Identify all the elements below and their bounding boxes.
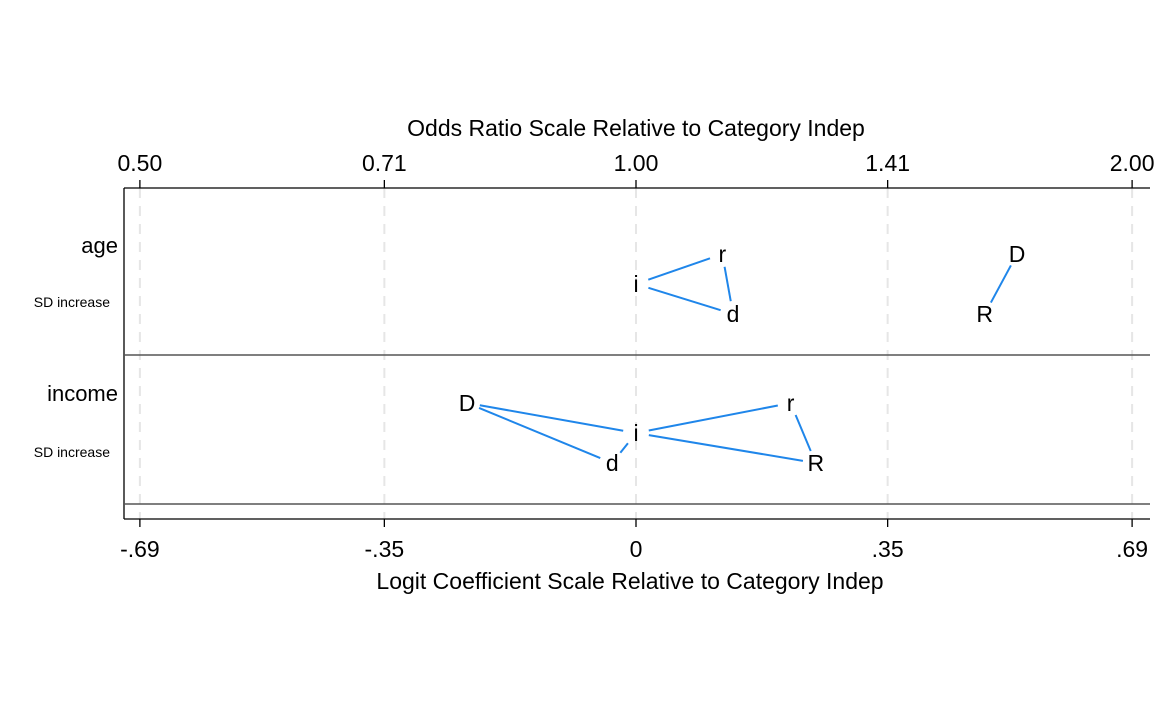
connection-line (990, 264, 1012, 304)
connection-line (723, 266, 732, 302)
point-label: r (787, 390, 795, 416)
variable-sublabel: SD increase (34, 444, 110, 460)
top-tick-label: 1.41 (865, 150, 910, 176)
connection-line (619, 442, 629, 454)
point-label: i (633, 271, 638, 297)
top-axis-title: Odds Ratio Scale Relative to Category In… (407, 115, 865, 141)
point-label: d (727, 301, 740, 327)
plot-frame (123, 187, 1150, 520)
connection-line (478, 407, 601, 459)
bottom-tick-label: .69 (1116, 536, 1148, 562)
point-label: R (807, 450, 824, 476)
point-label: d (606, 450, 619, 476)
connection-line (648, 434, 804, 462)
bottom-tick-label: .35 (872, 536, 904, 562)
connection-line (479, 404, 624, 432)
top-tick-label: 0.50 (118, 150, 163, 176)
variable-label: age (81, 233, 118, 258)
point-labels: i r d D Ri Dd r R (459, 241, 1026, 476)
point-label: i (633, 420, 638, 446)
point-label: D (1009, 241, 1026, 267)
point-label: D (459, 390, 476, 416)
variable-label: income (47, 381, 118, 406)
connection-line (647, 257, 711, 281)
variable-labels: age SD increase income SD increase (34, 233, 118, 460)
bottom-axis: -.69 -.35 0 .35 .69 (120, 519, 1148, 562)
grid-lines (138, 188, 1134, 519)
connection-line (794, 414, 812, 452)
connection-line (648, 404, 779, 432)
connection-line (648, 286, 721, 312)
bottom-tick-label: -.35 (365, 536, 405, 562)
connection-lines (478, 257, 1012, 462)
variable-sublabel: SD increase (34, 294, 110, 310)
point-label: R (976, 301, 993, 327)
bottom-axis-title: Logit Coefficient Scale Relative to Cate… (376, 568, 883, 594)
top-axis: 0.50 0.71 1.00 1.41 2.00 (118, 150, 1155, 188)
bottom-tick-label: 0 (630, 536, 643, 562)
top-tick-label: 0.71 (362, 150, 407, 176)
bottom-tick-label: -.69 (120, 536, 160, 562)
top-tick-label: 1.00 (614, 150, 659, 176)
point-label: r (718, 241, 726, 267)
top-tick-label: 2.00 (1110, 150, 1155, 176)
